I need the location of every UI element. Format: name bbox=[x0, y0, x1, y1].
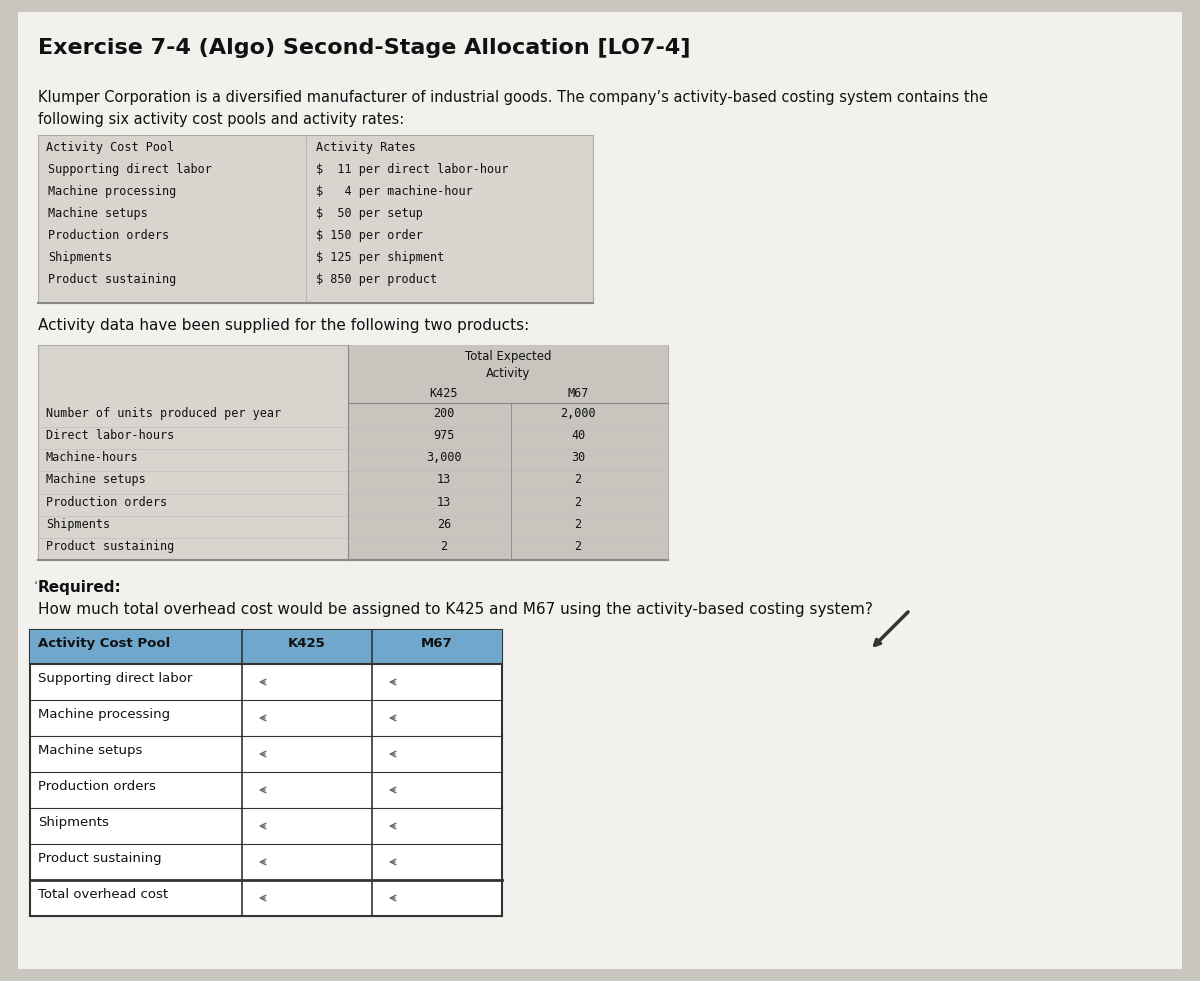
Text: 2: 2 bbox=[575, 518, 582, 531]
Text: $ 850 per product: $ 850 per product bbox=[316, 273, 437, 286]
Text: $  50 per setup: $ 50 per setup bbox=[316, 207, 422, 220]
Text: Klumper Corporation is a diversified manufacturer of industrial goods. The compa: Klumper Corporation is a diversified man… bbox=[38, 90, 988, 105]
Text: M67: M67 bbox=[421, 637, 452, 650]
Text: Machine-hours: Machine-hours bbox=[46, 451, 139, 464]
Text: Activity Cost Pool: Activity Cost Pool bbox=[46, 141, 174, 154]
Text: Machine processing: Machine processing bbox=[48, 185, 176, 198]
Text: Production orders: Production orders bbox=[48, 229, 169, 242]
Text: following six activity cost pools and activity rates:: following six activity cost pools and ac… bbox=[38, 112, 404, 127]
Text: Product sustaining: Product sustaining bbox=[46, 540, 174, 553]
Text: How much total overhead cost would be assigned to K425 and M67 using the activit: How much total overhead cost would be as… bbox=[38, 602, 872, 617]
Text: Production orders: Production orders bbox=[38, 780, 156, 793]
Text: Machine processing: Machine processing bbox=[38, 708, 170, 721]
Text: Total overhead cost: Total overhead cost bbox=[38, 888, 168, 901]
Text: 13: 13 bbox=[437, 474, 451, 487]
Text: 30: 30 bbox=[571, 451, 586, 464]
Text: K425: K425 bbox=[430, 387, 458, 400]
Text: 3,000: 3,000 bbox=[426, 451, 462, 464]
Text: 26: 26 bbox=[437, 518, 451, 531]
Text: Activity Cost Pool: Activity Cost Pool bbox=[38, 637, 170, 650]
Text: Activity data have been supplied for the following two products:: Activity data have been supplied for the… bbox=[38, 318, 529, 333]
Text: Activity Rates: Activity Rates bbox=[316, 141, 415, 154]
Bar bbox=[38, 345, 668, 560]
Text: 975: 975 bbox=[433, 429, 455, 442]
Text: 40: 40 bbox=[571, 429, 586, 442]
Text: Machine setups: Machine setups bbox=[48, 207, 148, 220]
Text: $ 125 per shipment: $ 125 per shipment bbox=[316, 251, 444, 264]
Bar bbox=[30, 630, 502, 916]
Text: 2: 2 bbox=[575, 540, 582, 553]
Bar bbox=[348, 345, 668, 560]
Text: $  11 per direct labor-hour: $ 11 per direct labor-hour bbox=[316, 163, 509, 176]
Text: 2: 2 bbox=[575, 474, 582, 487]
Text: Production orders: Production orders bbox=[46, 495, 167, 508]
Text: 2,000: 2,000 bbox=[560, 407, 596, 420]
Text: 13: 13 bbox=[437, 495, 451, 508]
Bar bbox=[38, 135, 593, 303]
Text: K425: K425 bbox=[288, 637, 326, 650]
Text: 2: 2 bbox=[440, 540, 448, 553]
Text: Total Expected: Total Expected bbox=[464, 350, 551, 363]
Text: M67: M67 bbox=[568, 387, 589, 400]
Text: Product sustaining: Product sustaining bbox=[48, 273, 176, 286]
Text: Machine setups: Machine setups bbox=[38, 744, 143, 757]
Text: Direct labor-hours: Direct labor-hours bbox=[46, 429, 174, 442]
Text: Exercise 7-4 (Algo) Second-Stage Allocation [LO7-4]: Exercise 7-4 (Algo) Second-Stage Allocat… bbox=[38, 38, 690, 58]
Text: Shipments: Shipments bbox=[48, 251, 112, 264]
Text: ‘: ‘ bbox=[34, 580, 38, 594]
Text: Shipments: Shipments bbox=[46, 518, 110, 531]
Text: 200: 200 bbox=[433, 407, 455, 420]
Text: Supporting direct labor: Supporting direct labor bbox=[38, 672, 192, 685]
Bar bbox=[30, 630, 502, 664]
Text: 2: 2 bbox=[575, 495, 582, 508]
Text: Shipments: Shipments bbox=[38, 816, 109, 829]
Text: $ 150 per order: $ 150 per order bbox=[316, 229, 422, 242]
Text: Product sustaining: Product sustaining bbox=[38, 852, 162, 865]
Text: $   4 per machine-hour: $ 4 per machine-hour bbox=[316, 185, 473, 198]
Text: Supporting direct labor: Supporting direct labor bbox=[48, 163, 212, 176]
Text: Machine setups: Machine setups bbox=[46, 474, 145, 487]
Text: Activity: Activity bbox=[486, 367, 530, 380]
Text: Number of units produced per year: Number of units produced per year bbox=[46, 407, 281, 420]
Text: Required:: Required: bbox=[38, 580, 121, 595]
